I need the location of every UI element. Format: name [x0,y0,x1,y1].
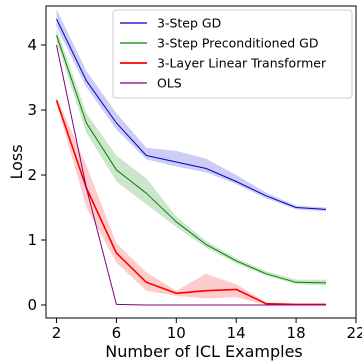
x-tick-label: 10 [167,324,186,342]
legend-box [112,9,353,99]
plot-frame [45,5,357,319]
y-tick-label: 2 [27,166,37,184]
axis-ticks: 2 6 10 14 18 22 0 1 2 3 4 [27,36,362,342]
3-step-gd-line [56,18,327,210]
x-axis-title: Number of ICL Examples [105,342,303,361]
x-tick-label: 2 [52,324,62,342]
x-tick-label: 22 [346,324,362,342]
3-step-preconditioned-gd-line [56,35,327,284]
confidence-bands [56,9,326,305]
y-tick-label: 3 [27,101,37,119]
3-step-preconditioned-gd-band [56,28,326,286]
x-tick-label: 18 [287,324,306,342]
3-layer-linear-transformer-line [55,99,326,306]
y-tick-label: 4 [27,36,37,54]
legend-label-3-step-gd: 3-Step GD [157,16,221,31]
ols-line [56,44,326,306]
3-step-gd-band [56,9,326,212]
x-tick-label: 14 [227,324,246,342]
3-layer-linear-transformer-band [56,97,326,305]
legend-label-ols: OLS [157,76,182,91]
legend-label-3-layer-linear-transformer: 3-Layer Linear Transformer [157,56,327,71]
legend: 3-Step GD 3-Step Preconditioned GD 3-Layer… [112,9,353,99]
series-lines [55,18,327,306]
y-tick-label: 1 [27,231,37,249]
y-axis-title: Loss [7,144,26,179]
legend-label-3-step-preconditioned-gd: 3-Step Preconditioned GD [157,36,318,51]
x-tick-label: 6 [112,324,122,342]
y-tick-label: 0 [27,296,37,314]
